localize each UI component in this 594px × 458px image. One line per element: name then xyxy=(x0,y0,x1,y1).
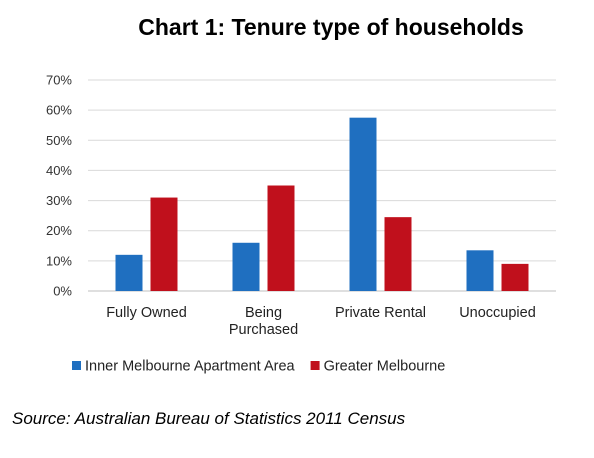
y-tick-label: 70% xyxy=(46,73,72,88)
x-category-label: Private Rental xyxy=(335,305,426,321)
bars xyxy=(115,117,529,291)
chart-title: Chart 1: Tenure type of households xyxy=(138,14,524,40)
y-tick-label: 60% xyxy=(46,103,72,118)
bar xyxy=(232,242,260,291)
legend-label: Greater Melbourne xyxy=(324,359,446,375)
bar xyxy=(349,117,377,291)
y-tick-label: 0% xyxy=(53,284,72,299)
bar xyxy=(115,254,143,291)
x-axis-categories: Fully Owned Being Purchased Private Rental U… xyxy=(106,305,536,338)
x-category-label: Unoccupied xyxy=(459,305,536,321)
y-tick-label: 50% xyxy=(46,133,72,148)
legend-swatch xyxy=(310,361,320,370)
bar xyxy=(466,250,494,291)
bar-chart: 0% 10% 20% 30% 40% 50% 60% 70% Fully Owned Being… xyxy=(46,73,556,375)
y-tick-label: 10% xyxy=(46,253,72,268)
y-axis-ticks: 0% 10% 20% 30% 40% 50% 60% 70% xyxy=(46,73,72,299)
x-category-label: Fully Owned xyxy=(106,305,187,321)
legend-swatch xyxy=(72,361,81,370)
bar xyxy=(384,217,412,291)
legend: Inner Melbourne Apartment Area Greater Me… xyxy=(72,359,445,375)
x-category-label: Being Purchased xyxy=(229,305,298,338)
bar xyxy=(150,197,178,291)
y-tick-label: 20% xyxy=(46,223,72,238)
source-note: Source: Australian Bureau of Statistics … xyxy=(12,409,406,428)
y-tick-label: 30% xyxy=(46,193,72,208)
bar xyxy=(501,263,529,291)
legend-label: Inner Melbourne Apartment Area xyxy=(85,359,296,375)
bar xyxy=(267,185,295,291)
y-tick-label: 40% xyxy=(46,163,72,178)
